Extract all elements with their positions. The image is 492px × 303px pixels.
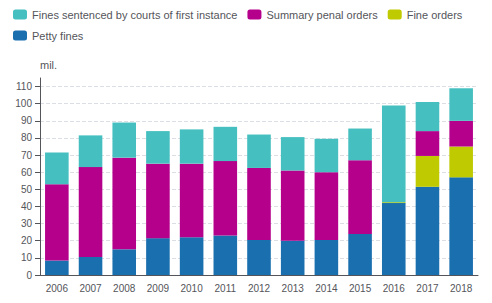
svg-text:80: 80	[21, 132, 33, 143]
svg-text:2010: 2010	[180, 283, 203, 294]
svg-text:Summary penal orders: Summary penal orders	[266, 9, 378, 21]
svg-text:2015: 2015	[349, 283, 372, 294]
svg-text:mil.: mil.	[40, 59, 57, 71]
svg-text:2008: 2008	[113, 283, 136, 294]
svg-text:70: 70	[21, 150, 33, 161]
svg-text:110: 110	[16, 81, 32, 92]
svg-text:2016: 2016	[383, 283, 406, 294]
svg-text:2014: 2014	[315, 283, 338, 294]
svg-text:2006: 2006	[46, 283, 69, 294]
svg-text:100: 100	[15, 98, 32, 109]
svg-text:2012: 2012	[248, 283, 271, 294]
svg-text:2018: 2018	[450, 283, 473, 294]
svg-text:60: 60	[21, 167, 33, 178]
svg-text:2007: 2007	[79, 283, 102, 294]
svg-text:90: 90	[21, 115, 33, 126]
svg-text:50: 50	[21, 184, 33, 195]
svg-text:2013: 2013	[282, 283, 305, 294]
svg-text:0: 0	[26, 270, 32, 281]
svg-text:Fine orders: Fine orders	[407, 9, 463, 21]
svg-text:Fines sentenced by courts of f: Fines sentenced by courts of first insta…	[32, 9, 237, 21]
svg-text:20: 20	[21, 235, 33, 246]
svg-text:40: 40	[21, 201, 33, 212]
svg-text:Petty fines: Petty fines	[32, 30, 84, 42]
svg-text:2017: 2017	[416, 283, 439, 294]
svg-text:30: 30	[21, 218, 33, 229]
svg-text:10: 10	[21, 252, 33, 263]
svg-text:2009: 2009	[147, 283, 170, 294]
svg-text:2011: 2011	[215, 283, 237, 294]
